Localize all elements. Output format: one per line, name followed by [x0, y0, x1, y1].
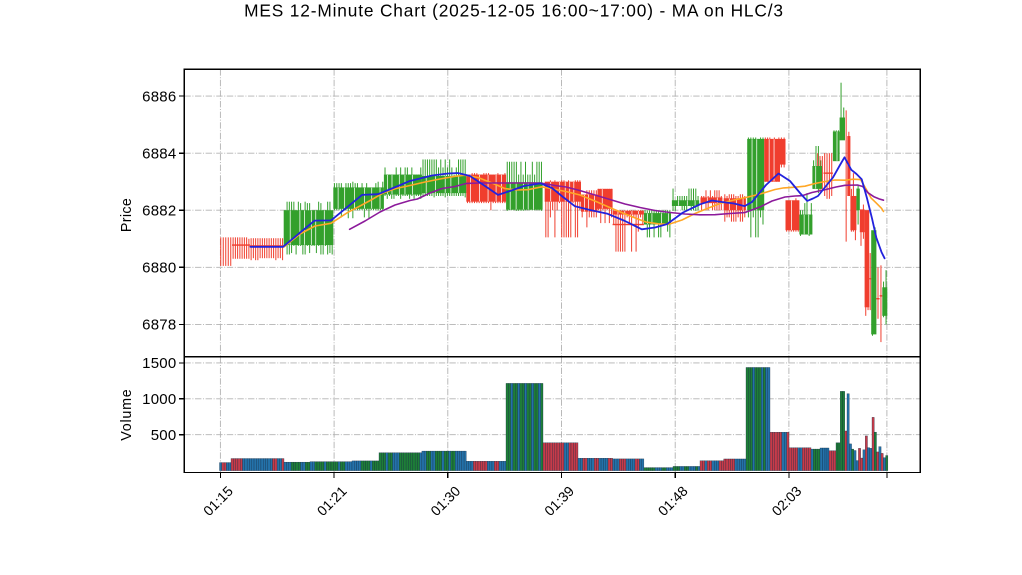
svg-text:6886: 6886 — [142, 88, 176, 105]
svg-text:1000: 1000 — [142, 391, 176, 408]
svg-text:6882: 6882 — [142, 202, 176, 219]
svg-text:MES 12-Minute Chart (2025-12-0: MES 12-Minute Chart (2025-12-05 16:00~17… — [244, 1, 784, 21]
svg-text:6880: 6880 — [142, 260, 176, 277]
svg-text:Price: Price — [119, 198, 135, 232]
svg-text:1500: 1500 — [142, 355, 176, 372]
svg-text:500: 500 — [151, 427, 177, 444]
svg-text:Volume: Volume — [119, 389, 135, 441]
svg-text:6884: 6884 — [142, 145, 176, 162]
svg-text:6878: 6878 — [142, 317, 176, 334]
